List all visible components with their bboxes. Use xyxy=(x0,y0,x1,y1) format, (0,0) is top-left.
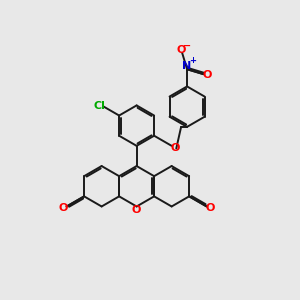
Text: −: − xyxy=(183,40,191,50)
Text: N: N xyxy=(182,61,192,71)
Text: O: O xyxy=(132,205,141,215)
Text: O: O xyxy=(205,203,215,213)
Text: O: O xyxy=(176,45,186,55)
Text: O: O xyxy=(58,203,68,213)
Text: Cl: Cl xyxy=(94,101,105,111)
Text: O: O xyxy=(202,70,212,80)
Text: +: + xyxy=(189,56,196,65)
Text: O: O xyxy=(170,142,179,153)
